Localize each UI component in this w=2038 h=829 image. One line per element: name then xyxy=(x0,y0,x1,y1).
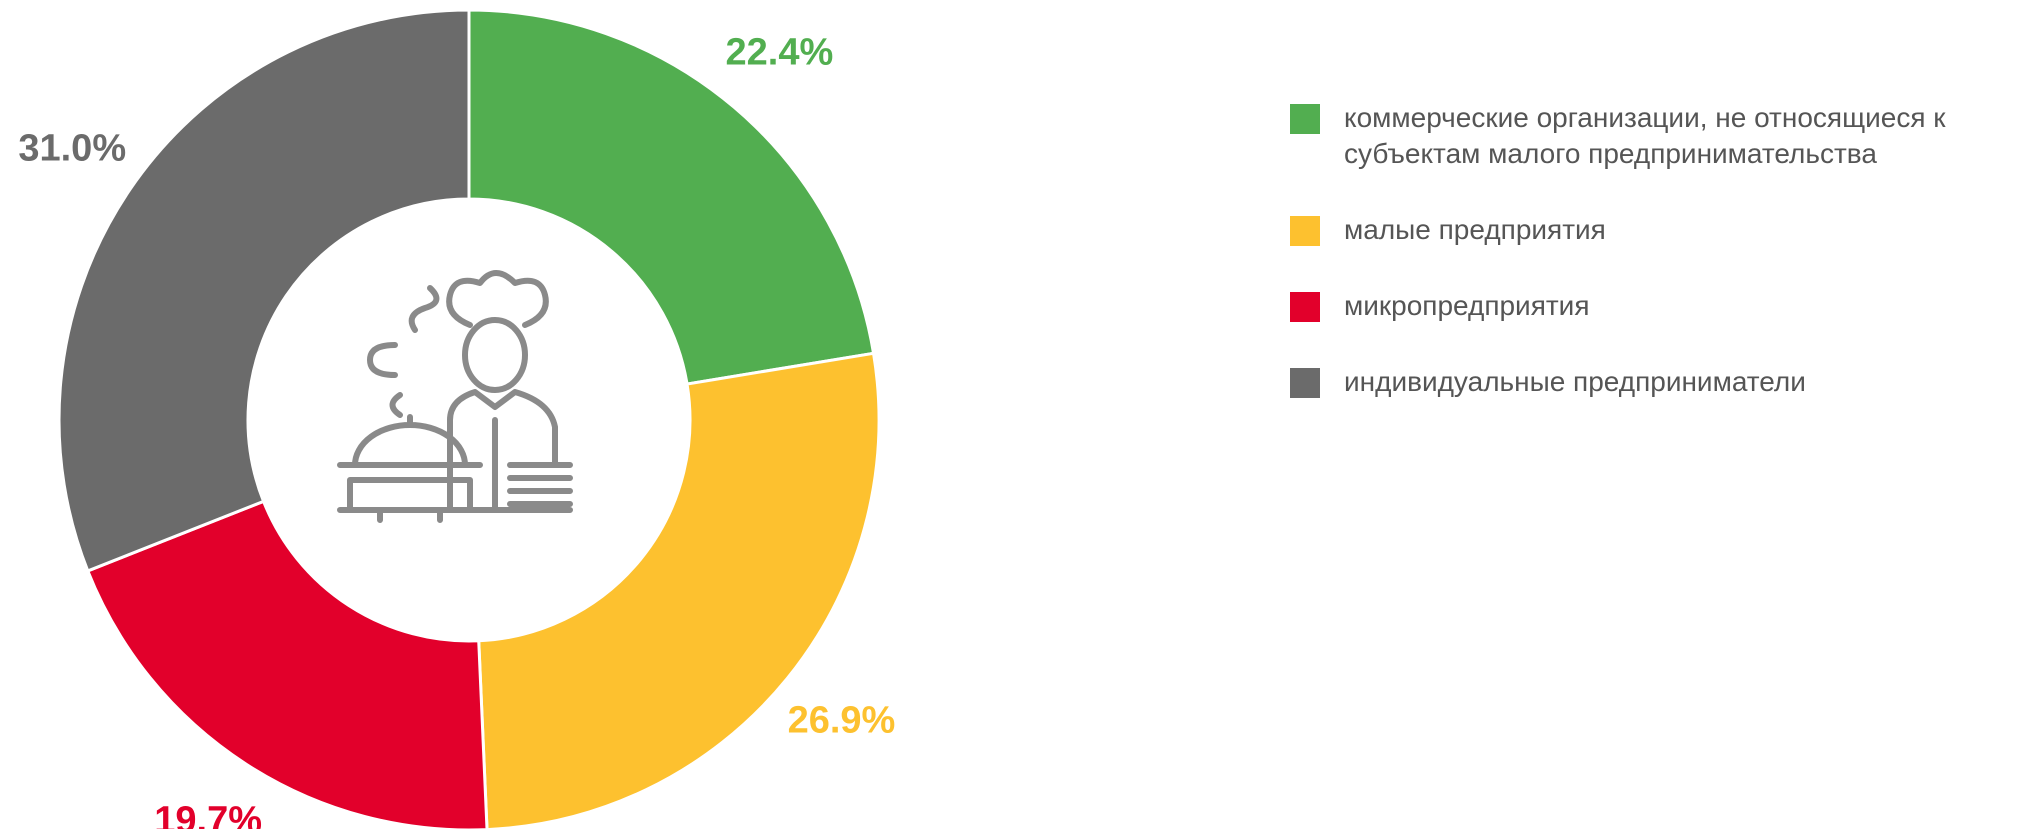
chef-icon xyxy=(340,273,570,520)
donut-segment xyxy=(88,501,487,829)
value-label: 26.9% xyxy=(788,699,896,741)
legend-swatch xyxy=(1290,216,1320,246)
legend: коммерческие организации, не относящиеся… xyxy=(1290,100,2030,440)
legend-label: микропредприятия xyxy=(1344,288,1589,324)
legend-item: малые предприятия xyxy=(1290,212,2030,248)
legend-swatch xyxy=(1290,104,1320,134)
value-label: 31.0% xyxy=(18,127,126,169)
legend-item: микропредприятия xyxy=(1290,288,2030,324)
legend-item: индивидуальные предприниматели xyxy=(1290,364,2030,400)
value-label: 22.4% xyxy=(726,31,834,73)
page: 22.4% 26.9% 19.7% 31.0% коммерческие органи… xyxy=(0,0,2038,829)
legend-swatch xyxy=(1290,368,1320,398)
value-label: 19.7% xyxy=(154,800,262,829)
legend-label: малые предприятия xyxy=(1344,212,1606,248)
donut-segment xyxy=(59,10,469,571)
donut-segment xyxy=(479,353,879,829)
legend-label: индивидуальные предприниматели xyxy=(1344,364,1806,400)
legend-item: коммерческие организации, не относящиеся… xyxy=(1290,100,2030,172)
legend-swatch xyxy=(1290,292,1320,322)
legend-label: коммерческие организации, не относящиеся… xyxy=(1344,100,2030,172)
